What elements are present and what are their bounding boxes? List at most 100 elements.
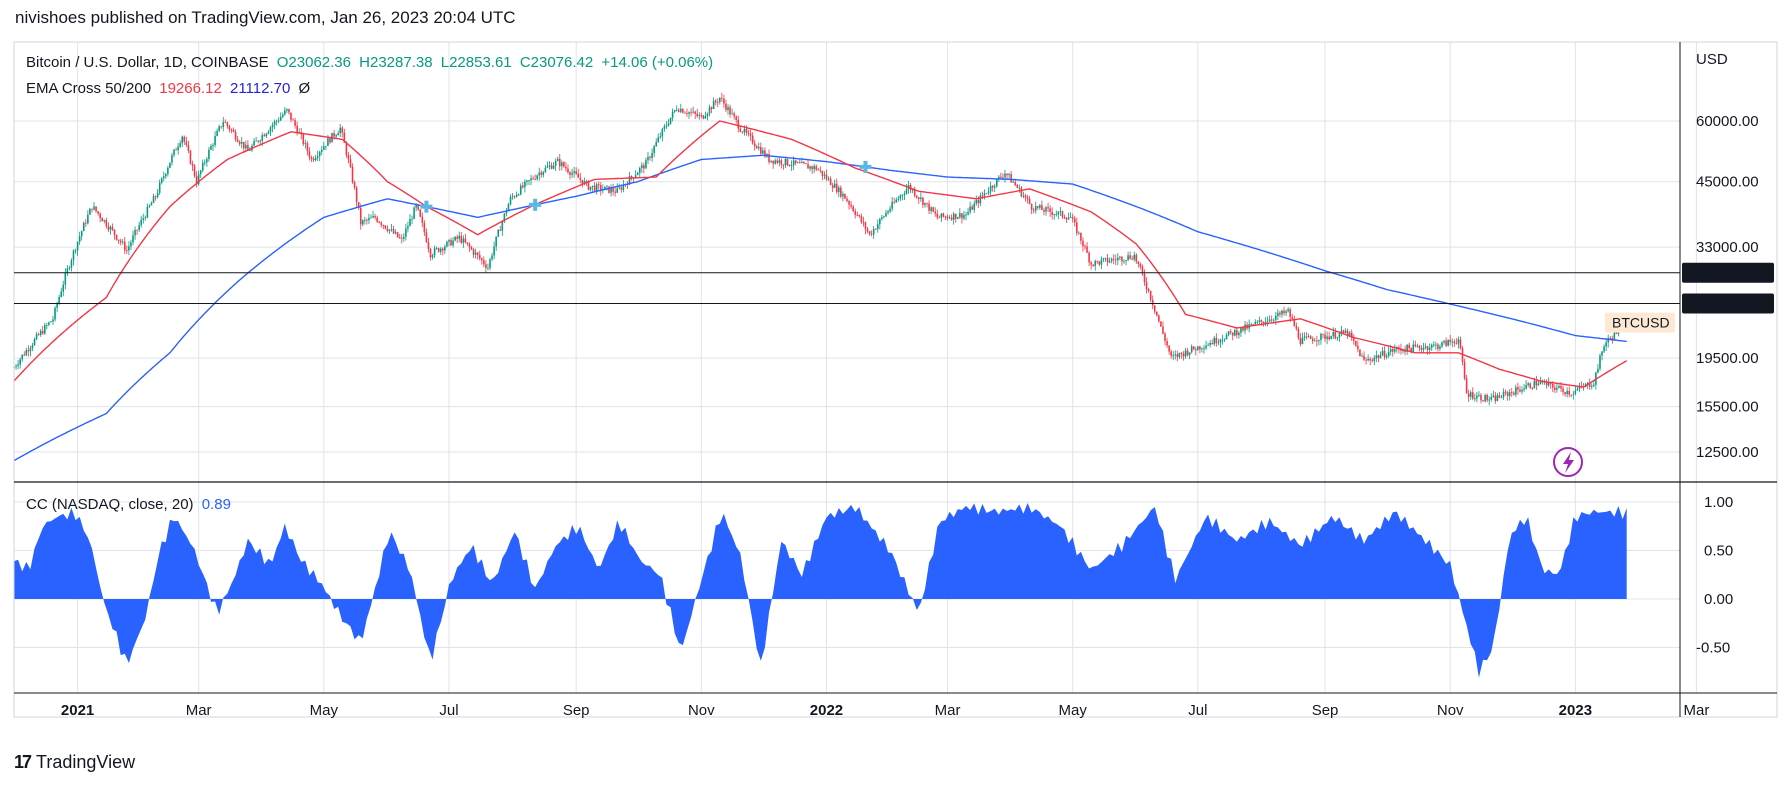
candle (255, 136, 257, 142)
publisher-header: nivishoes published on TradingView.com, … (15, 8, 516, 27)
candle-body (1016, 184, 1019, 188)
time-tick-label: May (1059, 702, 1088, 719)
candle (421, 212, 424, 228)
candle-body (1297, 328, 1300, 339)
candle (803, 161, 805, 165)
candle-body (948, 217, 951, 219)
candle (80, 230, 83, 241)
candle (823, 171, 826, 180)
candle (698, 112, 701, 120)
candle-body (253, 140, 255, 146)
candle (1430, 343, 1433, 351)
candle (1313, 337, 1316, 342)
candle-body (735, 116, 738, 120)
candle-body (292, 119, 294, 121)
candle (97, 210, 99, 216)
candle (1129, 251, 1131, 260)
candle-body (80, 231, 83, 237)
candle (665, 121, 668, 129)
candle-body (739, 128, 742, 132)
cc-legend[interactable]: CC (NASDAQ, close, 20) 0.89 (26, 496, 235, 513)
candle (396, 231, 399, 238)
candle (1110, 257, 1113, 264)
candle-body (121, 241, 124, 243)
candle-body (1430, 344, 1433, 348)
candle-body (1383, 350, 1386, 358)
candle-body (760, 146, 762, 154)
price-axis[interactable]: USD60000.0045000.0033000.0019500.0015500… (1696, 51, 1759, 461)
candle-body (238, 141, 241, 144)
price-tick-label: 45000.00 (1696, 174, 1759, 191)
candle (154, 195, 157, 201)
candle (554, 158, 557, 171)
candle (1004, 169, 1006, 183)
candle-body (723, 98, 725, 104)
candle-body (895, 199, 898, 203)
candle (1457, 336, 1460, 349)
candle-body (903, 193, 906, 195)
candle (606, 185, 608, 191)
candle-body (117, 239, 120, 241)
candle-body (339, 127, 342, 134)
candle-body (1330, 336, 1333, 340)
candle (339, 123, 342, 137)
candle-body (983, 193, 986, 196)
candle (952, 211, 955, 225)
candle (1041, 200, 1043, 211)
footer-brand[interactable]: 17 TradingView (14, 752, 135, 773)
candle-body (1410, 348, 1413, 352)
candle-body (1008, 174, 1010, 176)
main-legend[interactable]: Bitcoin / U.S. Dollar, 1D, COINBASE O230… (26, 54, 717, 71)
candle-body (1075, 222, 1078, 234)
candle-body (115, 234, 118, 240)
candle-body (561, 162, 563, 167)
candle (345, 141, 348, 158)
candle (649, 155, 651, 161)
candle-body (167, 167, 169, 174)
candle-body (1264, 321, 1267, 324)
time-axis[interactable]: 2021 Mar May Jul Sep Nov 2022 Mar May Jul Sep Nov 20… (61, 702, 1709, 719)
candle (476, 251, 479, 260)
candle-body (485, 264, 487, 268)
candle-body (519, 185, 522, 195)
candle-body (686, 113, 688, 114)
candle (778, 157, 781, 167)
candle (27, 345, 30, 357)
candle (868, 230, 871, 236)
candle-body (58, 296, 60, 304)
candle (351, 163, 354, 184)
candle (686, 108, 688, 117)
candle (1032, 207, 1035, 214)
cc-axis[interactable]: 1.000.500.00-0.50 (1696, 494, 1733, 657)
candle-body (1156, 311, 1158, 316)
candle (1492, 390, 1495, 398)
candle (682, 108, 684, 114)
ema-legend[interactable]: EMA Cross 50/200 19266.12 21112.70 Ø (26, 80, 314, 97)
candle-body (1051, 211, 1053, 215)
candle (1385, 353, 1388, 360)
candle (708, 104, 711, 117)
horizontal-lines[interactable] (14, 272, 1680, 304)
candle (655, 138, 657, 147)
candle (1387, 346, 1390, 358)
candle-body (1375, 355, 1378, 358)
candle-body (920, 197, 922, 200)
candle-body (1513, 392, 1515, 395)
candle (1375, 350, 1378, 363)
candle (872, 226, 875, 239)
candle (431, 253, 434, 260)
candle (1406, 344, 1408, 355)
candle-body (1316, 340, 1318, 342)
lightning-icon[interactable] (1553, 447, 1583, 477)
candle-body (1515, 387, 1517, 395)
candle (1223, 338, 1226, 343)
candle-body (140, 219, 143, 226)
candle (1381, 346, 1384, 357)
candle (1420, 345, 1423, 353)
candle-body (1504, 391, 1507, 393)
candle (1285, 309, 1287, 317)
candle (956, 216, 959, 220)
candle-body (507, 204, 510, 212)
candle-body (212, 144, 214, 147)
